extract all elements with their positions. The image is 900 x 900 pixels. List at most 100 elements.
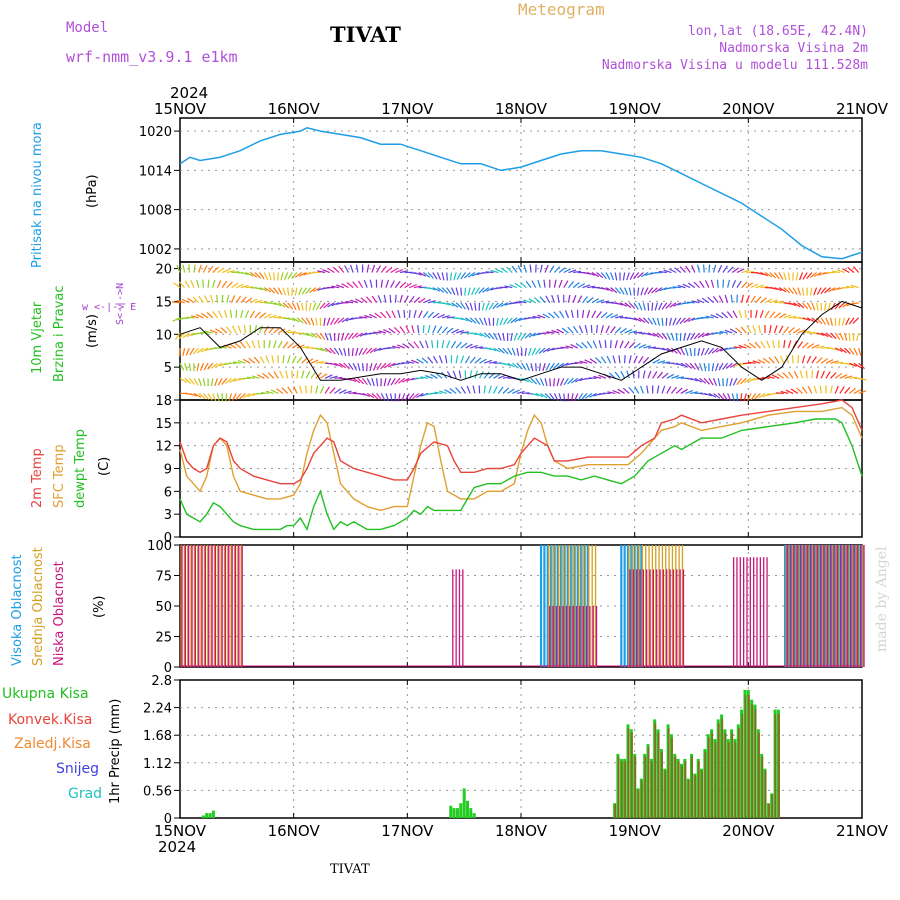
wind-arrow — [516, 390, 525, 395]
wind-arrow — [193, 378, 199, 386]
wind-arrow — [685, 389, 694, 394]
wind-arrow — [816, 287, 822, 295]
precip-conv-bar — [701, 770, 703, 818]
wind-arrow — [622, 272, 626, 281]
wind-arrow — [764, 310, 770, 319]
wind-arrow — [760, 271, 768, 277]
wind-arrow — [708, 392, 717, 398]
wind-arrow — [824, 287, 831, 294]
wind-arrow — [212, 266, 220, 273]
wind-arrow — [267, 372, 275, 379]
wind-arrow — [366, 363, 368, 372]
wind-arrow — [626, 370, 630, 379]
wind-arrow — [517, 265, 523, 273]
wind-arrow — [406, 360, 415, 364]
wind-arrow — [733, 362, 742, 367]
wind-arrow — [305, 385, 307, 394]
wind-arrow — [844, 347, 851, 355]
wind-arrow — [543, 279, 546, 288]
wind-arrow — [750, 295, 756, 304]
wind-arrow — [556, 378, 560, 387]
wind-arrow — [326, 317, 331, 326]
wind-arrow — [559, 310, 565, 319]
wind-arrow — [344, 265, 350, 273]
wind-arrow — [399, 326, 406, 334]
wind-arrow — [360, 297, 368, 304]
wind-arrow — [595, 324, 598, 334]
wind-arrow — [647, 332, 656, 337]
pressure-ytick-label: 1020 — [139, 125, 172, 140]
wind-arrow — [552, 362, 560, 370]
wind-arrow — [394, 294, 397, 303]
wind-arrow — [755, 296, 762, 304]
wind-arrow — [279, 370, 284, 379]
wind-arrow — [226, 270, 235, 274]
wind-arrow — [656, 317, 661, 326]
wind-arrow — [254, 272, 262, 279]
wind-arrow — [199, 362, 204, 371]
cloud-ytick-label: 0 — [164, 661, 172, 676]
wind-arrow — [334, 362, 342, 368]
wind-arrow — [416, 358, 424, 364]
wind-arrow — [530, 363, 534, 372]
wind-arrow — [268, 314, 277, 319]
wind-arrow — [198, 378, 202, 387]
wind-arrow — [240, 309, 244, 318]
wind-arrow — [187, 297, 195, 304]
wind-arrow — [254, 311, 261, 319]
wind-arrow — [217, 378, 223, 386]
wind-arrow — [291, 302, 297, 311]
wind-arrow — [345, 300, 354, 304]
wind-arrow — [752, 325, 757, 334]
wind-arrow — [825, 359, 834, 364]
precip-conv-bar — [738, 728, 740, 818]
wind-arrow — [642, 370, 646, 379]
wind-arrow — [815, 370, 819, 379]
wind-arrow — [441, 315, 450, 319]
wind-arrow — [549, 362, 555, 371]
wind-arrow — [585, 392, 593, 399]
model-label: Model — [66, 20, 109, 36]
wind-arrow — [368, 332, 377, 335]
wind-arrow — [352, 377, 361, 384]
wind-arrow — [584, 359, 593, 364]
wind-arrow — [642, 356, 650, 364]
wind-arrow — [736, 268, 745, 274]
precip-conv-bar — [724, 732, 727, 818]
precip-conv-bar — [644, 756, 647, 818]
wind-arrow — [551, 294, 555, 303]
wind-arrow — [708, 264, 711, 273]
wind-arrow — [455, 387, 462, 394]
wind-arrow — [612, 389, 621, 394]
wind-arrow — [496, 302, 504, 309]
wind-arrow — [858, 362, 865, 370]
wind-arrow — [207, 393, 213, 401]
precip-conv-bar — [754, 709, 757, 818]
wind-arrow — [792, 328, 801, 334]
wind-arrow — [488, 317, 491, 326]
wind-arrow — [586, 297, 594, 304]
wind-arrow — [324, 332, 329, 341]
wind-arrow — [638, 317, 646, 323]
wind-arrow — [666, 332, 671, 341]
wind-arrow — [423, 272, 431, 278]
wind-arrow — [715, 347, 724, 353]
wind-arrow — [824, 302, 827, 311]
wind-arrow — [696, 298, 705, 304]
wind-arrow — [455, 302, 463, 309]
precip-ytick-label: 2.8 — [151, 674, 172, 689]
wind-arrow — [212, 279, 216, 288]
precip-conv-bar — [661, 751, 663, 818]
wind-arrow — [366, 264, 370, 273]
wind-arrow — [647, 287, 654, 295]
wind-arrow — [340, 332, 345, 341]
wind-arrow — [495, 268, 504, 274]
wind-arrow — [182, 332, 190, 339]
wind-arrow — [537, 279, 541, 288]
wind-arrow — [629, 272, 635, 280]
wind-arrow — [724, 329, 733, 334]
wind-arrow — [486, 287, 494, 292]
wind-arrow — [355, 298, 363, 304]
wind-arrow — [472, 271, 480, 277]
wind-arrow — [722, 362, 729, 370]
